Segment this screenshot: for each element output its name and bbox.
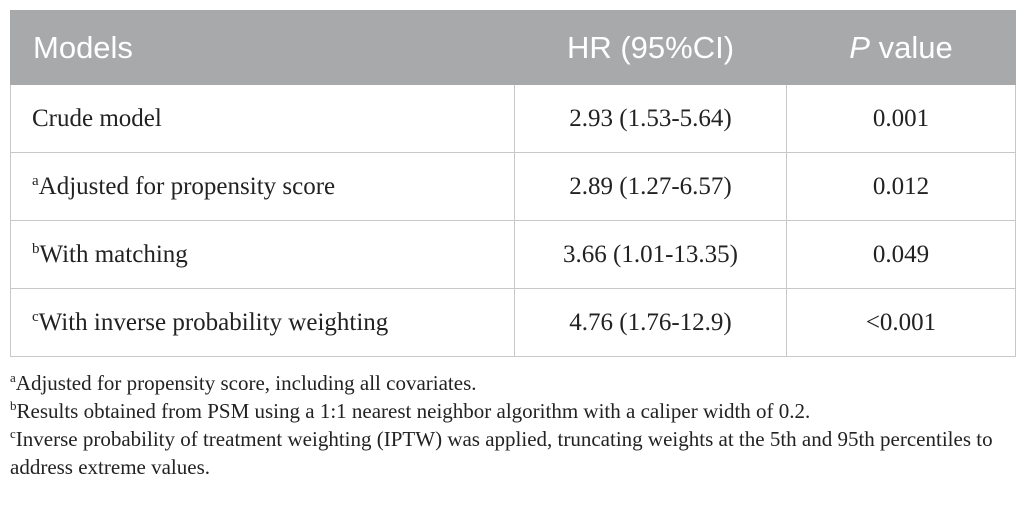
p-value-cell: <0.001 [786, 288, 1016, 357]
table-row: aAdjusted for propensity score 2.89 (1.2… [10, 152, 1016, 221]
footnote-text: Adjusted for propensity score, including… [15, 371, 477, 395]
table-row: bWith matching 3.66 (1.01-13.35) 0.049 [10, 220, 1016, 289]
footnote: cInverse probability of treatment weight… [10, 425, 1022, 481]
p-value-cell: 0.012 [786, 152, 1016, 221]
row-footnote-marker: b [32, 240, 40, 257]
p-value-cell: 0.001 [786, 84, 1016, 153]
hr-cell: 3.66 (1.01-13.35) [514, 220, 787, 289]
model-name: Adjusted for propensity score [38, 172, 336, 200]
model-cell: cWith inverse probability weighting [10, 288, 515, 357]
model-name: Crude model [32, 104, 162, 132]
model-name: With inverse probability weighting [38, 308, 389, 336]
footnote-text: Inverse probability of treatment weighti… [10, 427, 993, 479]
row-footnote-marker: c [32, 308, 39, 325]
header-row: Models HR (95%CI) P value [10, 10, 1016, 85]
hr-cell: 4.76 (1.76-12.9) [514, 288, 787, 357]
footnote-marker: a [10, 370, 16, 385]
footnote-marker: b [10, 398, 17, 413]
table-row: cWith inverse probability weighting 4.76… [10, 288, 1016, 357]
header-p-value: P value [786, 10, 1016, 85]
results-table-container: Models HR (95%CI) P value Crude model 2.… [10, 10, 1016, 357]
p-value-cell: 0.049 [786, 220, 1016, 289]
footnote-marker: c [10, 426, 16, 441]
header-p-rest: value [869, 29, 953, 65]
hr-cell: 2.93 (1.53-5.64) [514, 84, 787, 153]
footnote: bResults obtained from PSM using a 1:1 n… [10, 397, 1022, 425]
header-hr: HR (95%CI) [514, 10, 787, 85]
row-footnote-marker: a [32, 172, 39, 189]
hazard-ratio-table: Models HR (95%CI) P value Crude model 2.… [10, 10, 1016, 357]
model-cell: Crude model [10, 84, 515, 153]
model-cell: aAdjusted for propensity score [10, 152, 515, 221]
header-models: Models [10, 10, 515, 85]
header-p-letter: P [849, 29, 870, 65]
footnote: aAdjusted for propensity score, includin… [10, 369, 1022, 397]
hr-cell: 2.89 (1.27-6.57) [514, 152, 787, 221]
footnote-text: Results obtained from PSM using a 1:1 ne… [16, 399, 811, 423]
table-row: Crude model 2.93 (1.53-5.64) 0.001 [10, 84, 1016, 153]
model-name: With matching [39, 240, 188, 268]
table-footnotes: aAdjusted for propensity score, includin… [10, 369, 1022, 481]
model-cell: bWith matching [10, 220, 515, 289]
